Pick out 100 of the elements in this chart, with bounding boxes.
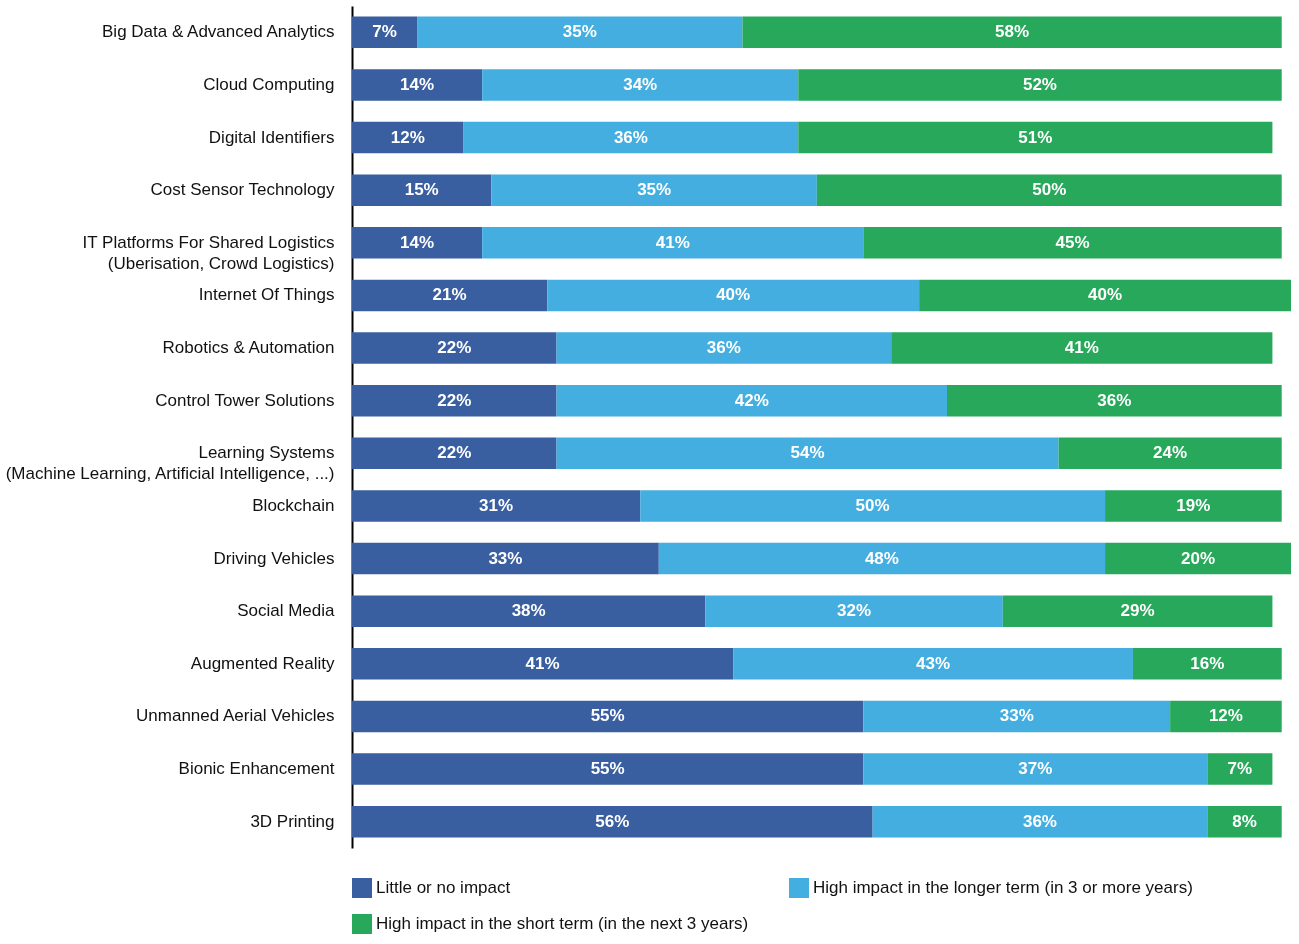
data-label: 35% (637, 180, 672, 200)
bar (733, 648, 1133, 680)
y-tick-label: 3D Printing (250, 811, 335, 831)
bar (947, 384, 1282, 417)
data-label: 36% (706, 338, 741, 358)
y-tick-label: Cost Sensor Technology (150, 180, 335, 200)
y-tick-label: Bionic Enhancement (178, 759, 335, 779)
data-label: 41% (525, 653, 560, 673)
bar (1058, 437, 1282, 470)
data-label: 24% (1153, 443, 1188, 463)
bar (352, 648, 734, 680)
bar (1002, 595, 1273, 627)
data-label: 45% (1055, 232, 1090, 252)
bar (352, 227, 483, 259)
bar (352, 490, 641, 522)
bar (352, 332, 557, 364)
data-label: 36% (613, 127, 648, 147)
bar (352, 69, 483, 101)
data-label: 14% (400, 232, 435, 252)
bar (556, 332, 892, 364)
bar (352, 174, 492, 206)
data-label: 8% (1232, 811, 1257, 831)
legend-label: High impact in the longer term (in 3 or more years) (813, 878, 1193, 897)
bar (863, 753, 1208, 785)
y-tick-label: Blockchain (252, 495, 335, 515)
data-label: 40% (1088, 285, 1123, 305)
bar (705, 595, 1003, 627)
bar (798, 69, 1282, 101)
data-label: 7% (1227, 759, 1253, 779)
bar (863, 700, 1171, 733)
bar (352, 753, 864, 785)
bar (863, 227, 1282, 259)
bar (1105, 542, 1291, 575)
bar (482, 69, 799, 101)
legend-label: High impact in the short term (in the next 3 years) (376, 914, 749, 933)
bar (463, 121, 799, 154)
bar (742, 16, 1282, 49)
bar (352, 384, 557, 417)
data-label: 41% (1064, 338, 1099, 358)
data-label: 14% (400, 74, 435, 94)
bar (352, 542, 659, 575)
bar (798, 121, 1273, 154)
bar (352, 121, 464, 154)
bar (1132, 648, 1282, 680)
bar (352, 16, 418, 49)
bar (491, 174, 817, 206)
data-label: 20% (1181, 548, 1216, 568)
bar (872, 805, 1208, 838)
bar (352, 700, 864, 733)
data-label: 42% (734, 390, 769, 410)
data-label: 41% (655, 232, 690, 252)
data-label: 48% (864, 548, 899, 568)
data-label: 22% (437, 390, 472, 410)
data-label: 43% (916, 653, 951, 673)
data-label: 36% (1097, 390, 1132, 410)
bar (417, 16, 743, 49)
y-tick-label: Driving Vehicles (213, 548, 335, 568)
bar (640, 490, 1106, 522)
bar (482, 227, 864, 259)
data-label: 37% (1018, 759, 1053, 779)
data-label: 50% (1032, 180, 1067, 200)
data-label: 22% (437, 443, 472, 463)
bar (352, 279, 548, 312)
bar (352, 437, 557, 470)
bar (352, 805, 873, 838)
bar (1207, 753, 1273, 785)
bar (556, 384, 948, 417)
data-label: 7% (372, 22, 397, 42)
data-label: 52% (1022, 74, 1057, 94)
data-label: 51% (1018, 127, 1053, 147)
y-tick-label: Big Data & Advanced Analytics (102, 22, 335, 42)
y-tick-label: IT Platforms For Shared Logistics (Uberisation, Crowd Logistics) (82, 232, 335, 273)
data-label: 12% (390, 127, 425, 147)
legend-label: Little or no impact (376, 878, 511, 897)
data-label: 33% (488, 548, 523, 568)
data-label: 32% (837, 601, 872, 621)
data-label: 12% (1208, 706, 1243, 726)
data-label: 38% (511, 601, 546, 621)
data-label: 22% (437, 338, 472, 358)
data-label: 29% (1120, 601, 1155, 621)
y-tick-label: Unmanned Aerial Vehicles (136, 706, 335, 726)
data-label: 50% (855, 495, 890, 515)
bar (1105, 490, 1282, 522)
data-label: 19% (1176, 495, 1211, 515)
y-tick-label: Augmented Reality (190, 653, 335, 673)
data-label: 54% (790, 443, 825, 463)
data-label: 33% (999, 706, 1034, 726)
data-label: 21% (432, 285, 467, 305)
bar (556, 437, 1059, 470)
data-label: 36% (1022, 811, 1057, 831)
data-label: 35% (562, 22, 597, 42)
y-tick-label: Control Tower Solutions (155, 390, 335, 410)
y-tick-label: Learning Systems (Machine Learning, Artificial Intelligence, ...) (5, 443, 335, 484)
bar (1207, 805, 1282, 838)
y-tick-label: Internet Of Things (198, 285, 335, 305)
bar (1170, 700, 1282, 733)
bar (816, 174, 1282, 206)
data-label: 56% (595, 811, 630, 831)
bar (352, 595, 706, 627)
bar (658, 542, 1106, 575)
